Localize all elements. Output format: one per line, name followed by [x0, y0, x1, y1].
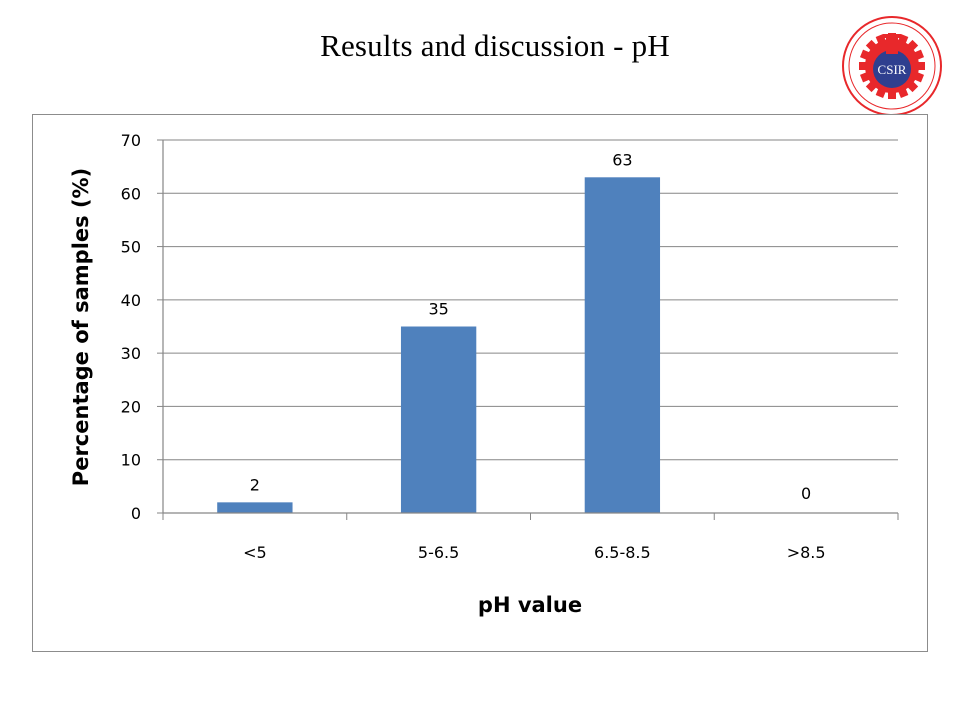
y-tick-label: 50 [121, 238, 141, 257]
y-tick-label: 0 [131, 504, 141, 523]
bar [400, 326, 477, 513]
chart-frame [32, 114, 928, 652]
logo-text: CSIR [878, 62, 907, 77]
data-label: 0 [801, 484, 811, 503]
csir-logo: CSIR [842, 16, 942, 116]
slide-title: Results and discussion - pH [320, 28, 670, 63]
y-tick-label: 70 [121, 131, 141, 150]
data-labels: 2 35 63 0 [250, 150, 811, 503]
x-tick-label: 5-6.5 [418, 543, 459, 562]
bars [217, 177, 661, 514]
bar [217, 502, 293, 513]
y-tick-labels: 0 10 20 30 40 50 60 70 [121, 131, 141, 523]
y-tick-label: 20 [121, 397, 141, 416]
x-tick-label: 6.5-8.5 [594, 543, 651, 562]
data-label: 2 [250, 475, 260, 494]
data-label: 35 [428, 300, 448, 319]
data-label: 63 [612, 150, 632, 169]
axes [162, 140, 899, 520]
y-tick-label: 10 [121, 451, 141, 470]
bar [584, 177, 661, 514]
gridlines [157, 139, 898, 514]
csir-emblem-icon [842, 16, 942, 116]
y-axis-title: Percentage of samples (%) [69, 168, 93, 486]
y-tick-label: 30 [121, 344, 141, 363]
y-tick-label: 40 [121, 291, 141, 310]
x-tick-labels: <5 5-6.5 6.5-8.5 >8.5 [243, 543, 825, 562]
x-tick-label: >8.5 [787, 543, 826, 562]
x-tick-label: <5 [243, 543, 267, 562]
x-axis-title: pH value [478, 593, 582, 617]
y-tick-label: 60 [121, 184, 141, 203]
